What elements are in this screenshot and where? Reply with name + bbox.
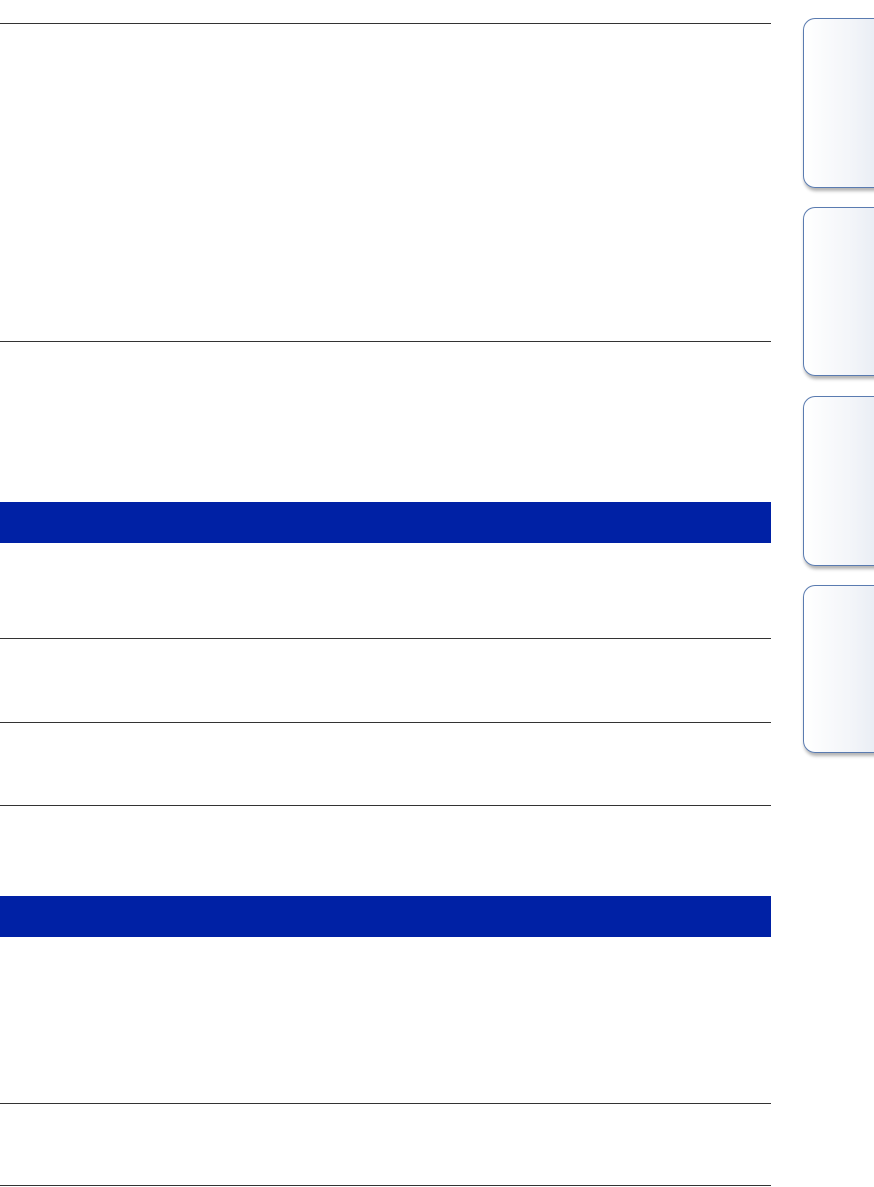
section-header-band — [0, 896, 771, 937]
side-tab[interactable] — [803, 585, 874, 753]
divider — [0, 805, 771, 806]
side-tab[interactable] — [803, 207, 874, 376]
divider — [0, 23, 771, 24]
divider — [0, 638, 771, 639]
divider — [0, 722, 771, 723]
side-tab[interactable] — [803, 18, 874, 188]
divider — [0, 1185, 771, 1186]
section-header-band — [0, 502, 771, 543]
divider — [0, 1103, 771, 1104]
divider — [0, 341, 771, 342]
side-tab[interactable] — [803, 396, 874, 566]
